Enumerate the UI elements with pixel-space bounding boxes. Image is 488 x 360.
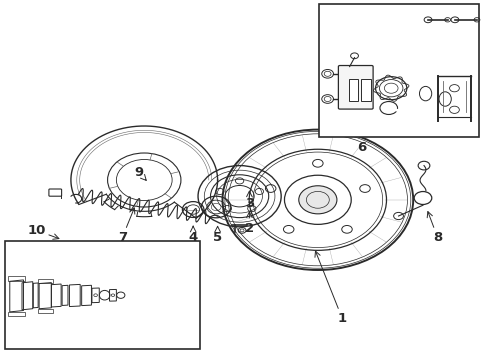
Text: 1: 1 [337, 312, 346, 325]
Text: 4: 4 [188, 231, 197, 244]
Text: 3: 3 [244, 197, 253, 210]
Bar [360, 79, 370, 101]
FancyBboxPatch shape [338, 66, 372, 109]
Text: 5: 5 [213, 231, 222, 244]
Text: 7: 7 [118, 231, 126, 244]
Bar [318, 4, 478, 137]
Text: 10: 10 [27, 224, 46, 237]
Text: 2: 2 [244, 222, 253, 235]
Text: 8: 8 [432, 231, 441, 244]
Text: 9: 9 [135, 166, 143, 179]
Circle shape [298, 186, 336, 214]
Bar [348, 79, 358, 101]
Bar [5, 241, 200, 349]
Text: 6: 6 [357, 141, 366, 154]
